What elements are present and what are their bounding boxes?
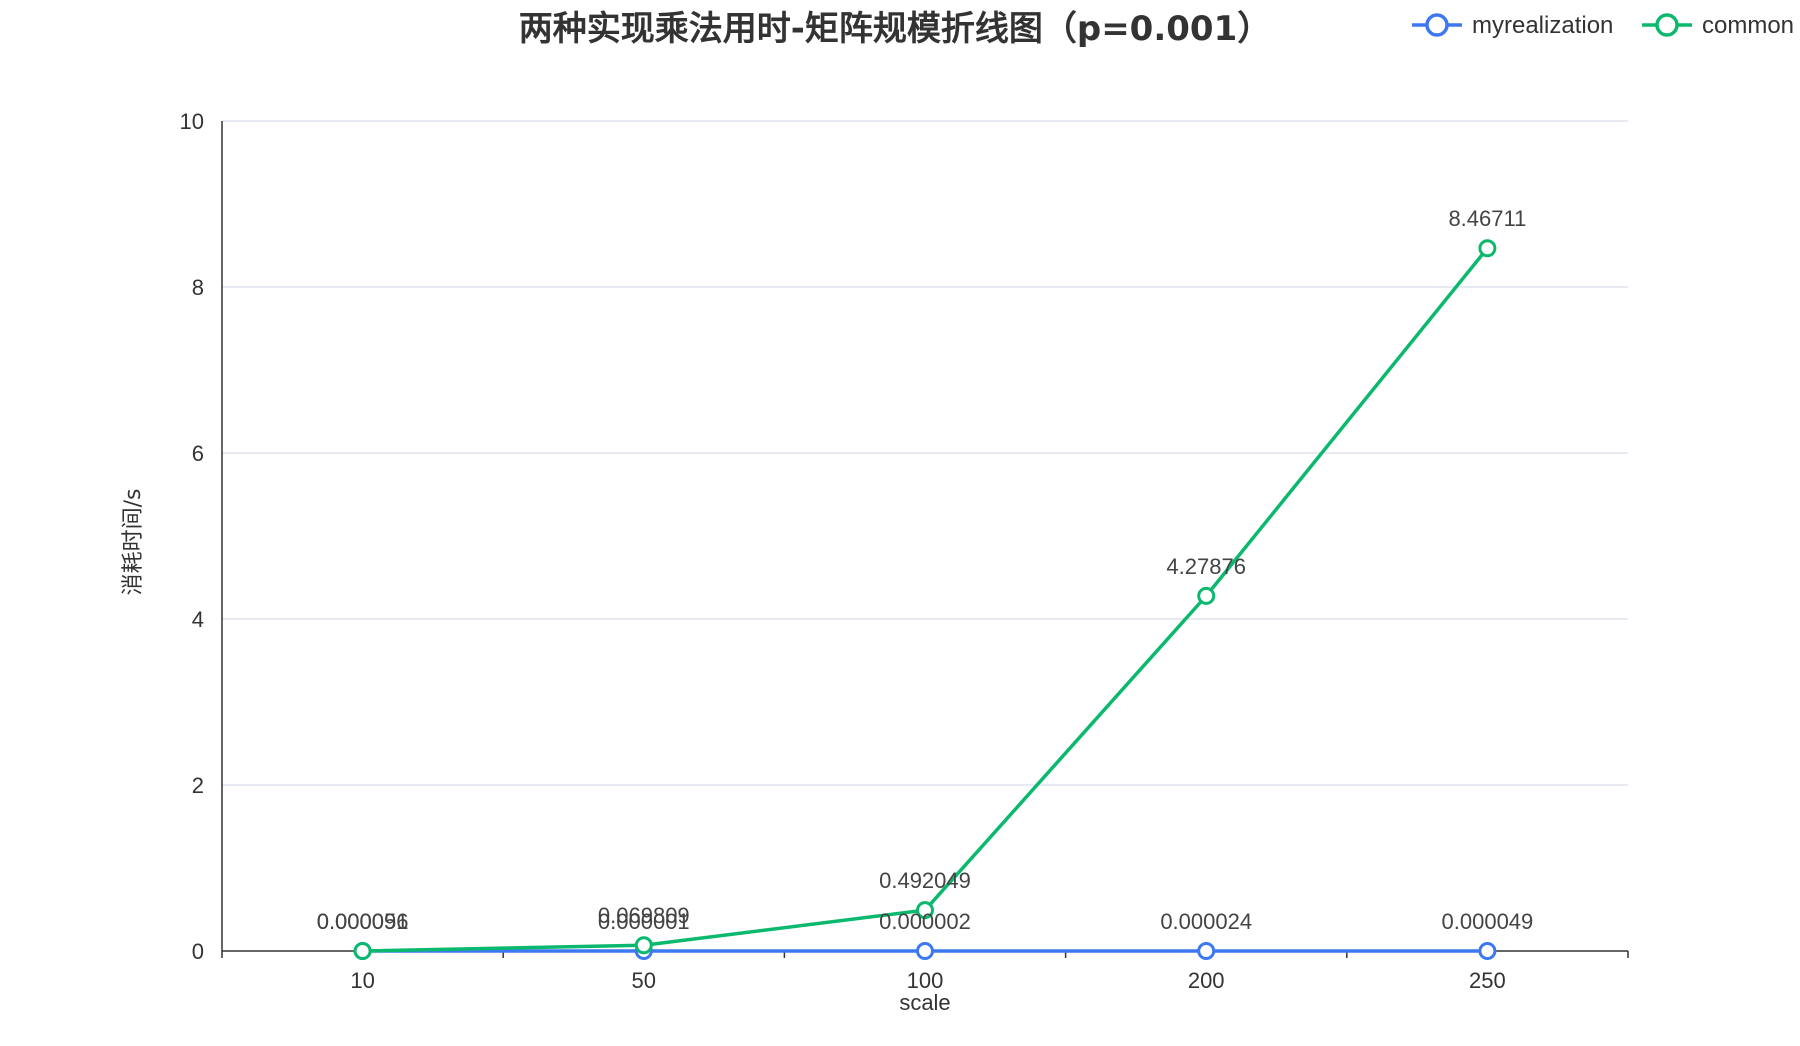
- legend: myrealization common: [1412, 12, 1794, 39]
- y-axis-label: 消耗时间/s: [121, 489, 146, 596]
- legend-marker-icon: [1425, 13, 1449, 37]
- data-label-myrealization: 0.000001: [598, 909, 690, 934]
- data-point-myrealization[interactable]: [1478, 941, 1497, 960]
- chart-title: 两种实现乘法用时-矩阵规模折线图（p=0.001）: [519, 9, 1271, 49]
- data-label-common: 4.27876: [1166, 554, 1246, 579]
- x-tick-label: 200: [1188, 968, 1225, 993]
- data-point-common[interactable]: [634, 936, 653, 955]
- data-point-myrealization[interactable]: [916, 941, 934, 960]
- data-label-myrealization: 0.000056: [317, 909, 409, 934]
- x-axis-label: scale: [899, 990, 950, 1015]
- y-tick-label: 8: [192, 275, 204, 300]
- data-labels: 0.000056 0.000001 0.000002 0.000024 0.000049…: [317, 206, 1534, 934]
- y-tick-label: 0: [192, 939, 204, 964]
- data-label-myrealization: 0.000024: [1160, 909, 1252, 934]
- data-point-common[interactable]: [916, 901, 934, 920]
- x-tick-label: 50: [632, 968, 656, 993]
- grid-lines: [222, 120, 1628, 786]
- data-point-common[interactable]: [1197, 586, 1216, 605]
- data-point-common[interactable]: [1478, 239, 1497, 258]
- series-line-common: [362, 247, 1489, 953]
- axes: [221, 121, 1629, 958]
- legend-label: common: [1702, 12, 1794, 39]
- x-tick-label: 250: [1469, 968, 1506, 993]
- x-tick-labels: 10 50 100 200 250: [350, 968, 1505, 993]
- data-label-common: 0.069809: [598, 903, 690, 928]
- y-tick-label: 2: [192, 773, 204, 798]
- legend-marker-icon: [1655, 13, 1679, 37]
- x-tick-label: 100: [907, 968, 944, 993]
- legend-item-common[interactable]: common: [1642, 12, 1794, 39]
- data-point-myrealization[interactable]: [1197, 941, 1216, 960]
- y-tick-label: 4: [192, 607, 204, 632]
- y-tick-label: 6: [192, 441, 204, 466]
- data-label-myrealization: 0.000049: [1442, 909, 1534, 934]
- data-label-myrealization: 0.000002: [879, 909, 971, 934]
- x-tick-label: 10: [350, 968, 374, 993]
- y-tick-label: 10: [180, 109, 204, 134]
- data-label-common: 0.492049: [879, 868, 971, 893]
- data-label-common: 0.000091: [317, 909, 409, 934]
- data-label-common: 8.46711: [1448, 206, 1526, 231]
- legend-label: myrealization: [1472, 12, 1613, 39]
- data-point-common[interactable]: [353, 941, 372, 960]
- legend-item-myrealization[interactable]: myrealization: [1412, 12, 1613, 39]
- y-tick-labels: 0 2 4 6 8 10: [180, 109, 204, 964]
- series-lines: [353, 239, 1497, 960]
